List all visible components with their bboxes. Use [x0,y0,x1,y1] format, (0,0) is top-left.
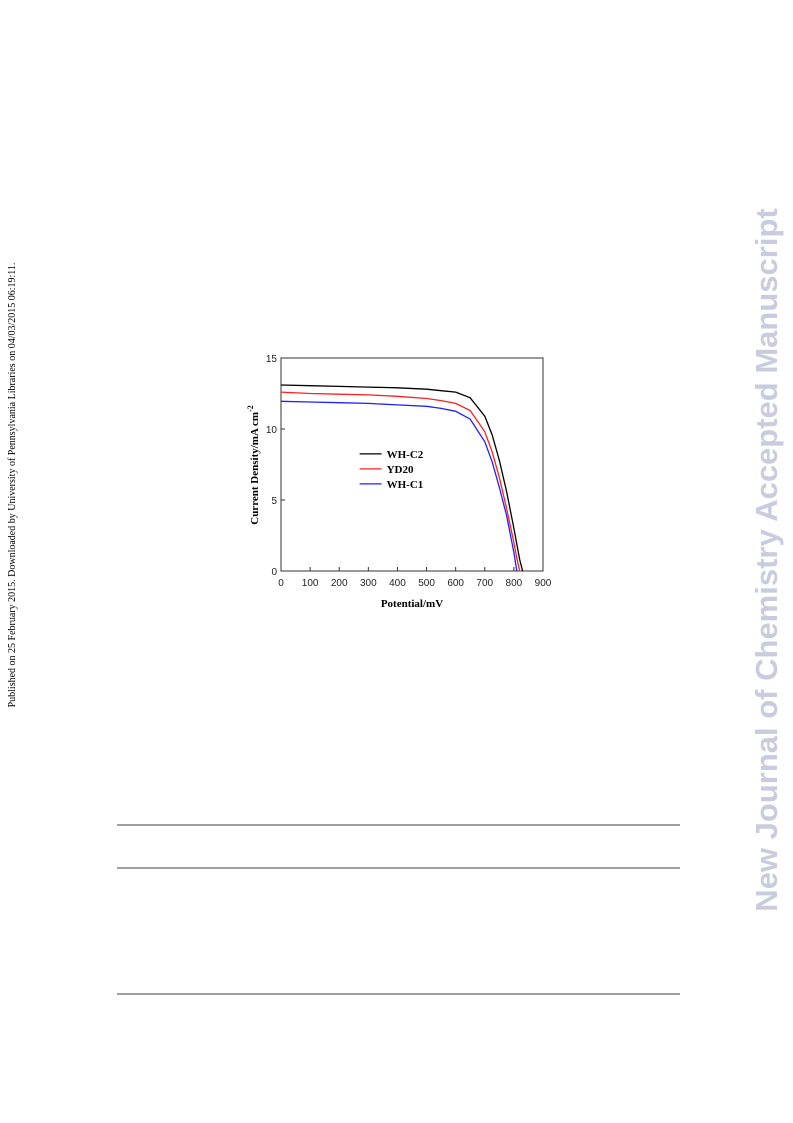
x-tick-label: 0 [278,578,284,589]
x-tick-label: 100 [302,578,319,589]
legend-label: YD20 [387,464,414,476]
legend-label: WH-C1 [387,479,424,491]
x-tick-label: 300 [360,578,377,589]
table-rules [117,824,680,995]
x-tick-label: 500 [418,578,435,589]
side-note: Published on 25 February 2015. Downloade… [7,263,18,708]
x-tick-label: 800 [506,578,523,589]
y-tick-label: 10 [266,425,278,436]
x-tick-label: 400 [389,578,406,589]
series-line [280,384,524,572]
y-axis-label-sup: -2 [246,405,255,412]
y-tick-label: 0 [271,567,277,578]
series-line [280,391,521,572]
series-line [280,400,518,572]
x-tick-label: 200 [331,578,348,589]
x-tick-label: 900 [535,578,552,589]
legend-label: WH-C2 [387,449,424,461]
y-axis-label-text: Current Density/mA cm [249,412,261,525]
y-tick-label: 5 [271,496,277,507]
plot-frame [280,357,544,572]
x-tick-label: 600 [447,578,464,589]
watermark: New Journal of Chemistry Accepted Manusc… [749,208,784,911]
x-axis-label: Potential/mV [381,598,443,610]
y-axis-label: Current Density/mA cm-2 [246,405,261,525]
x-tick-label: 700 [476,578,493,589]
y-tick-label: 15 [266,354,278,365]
